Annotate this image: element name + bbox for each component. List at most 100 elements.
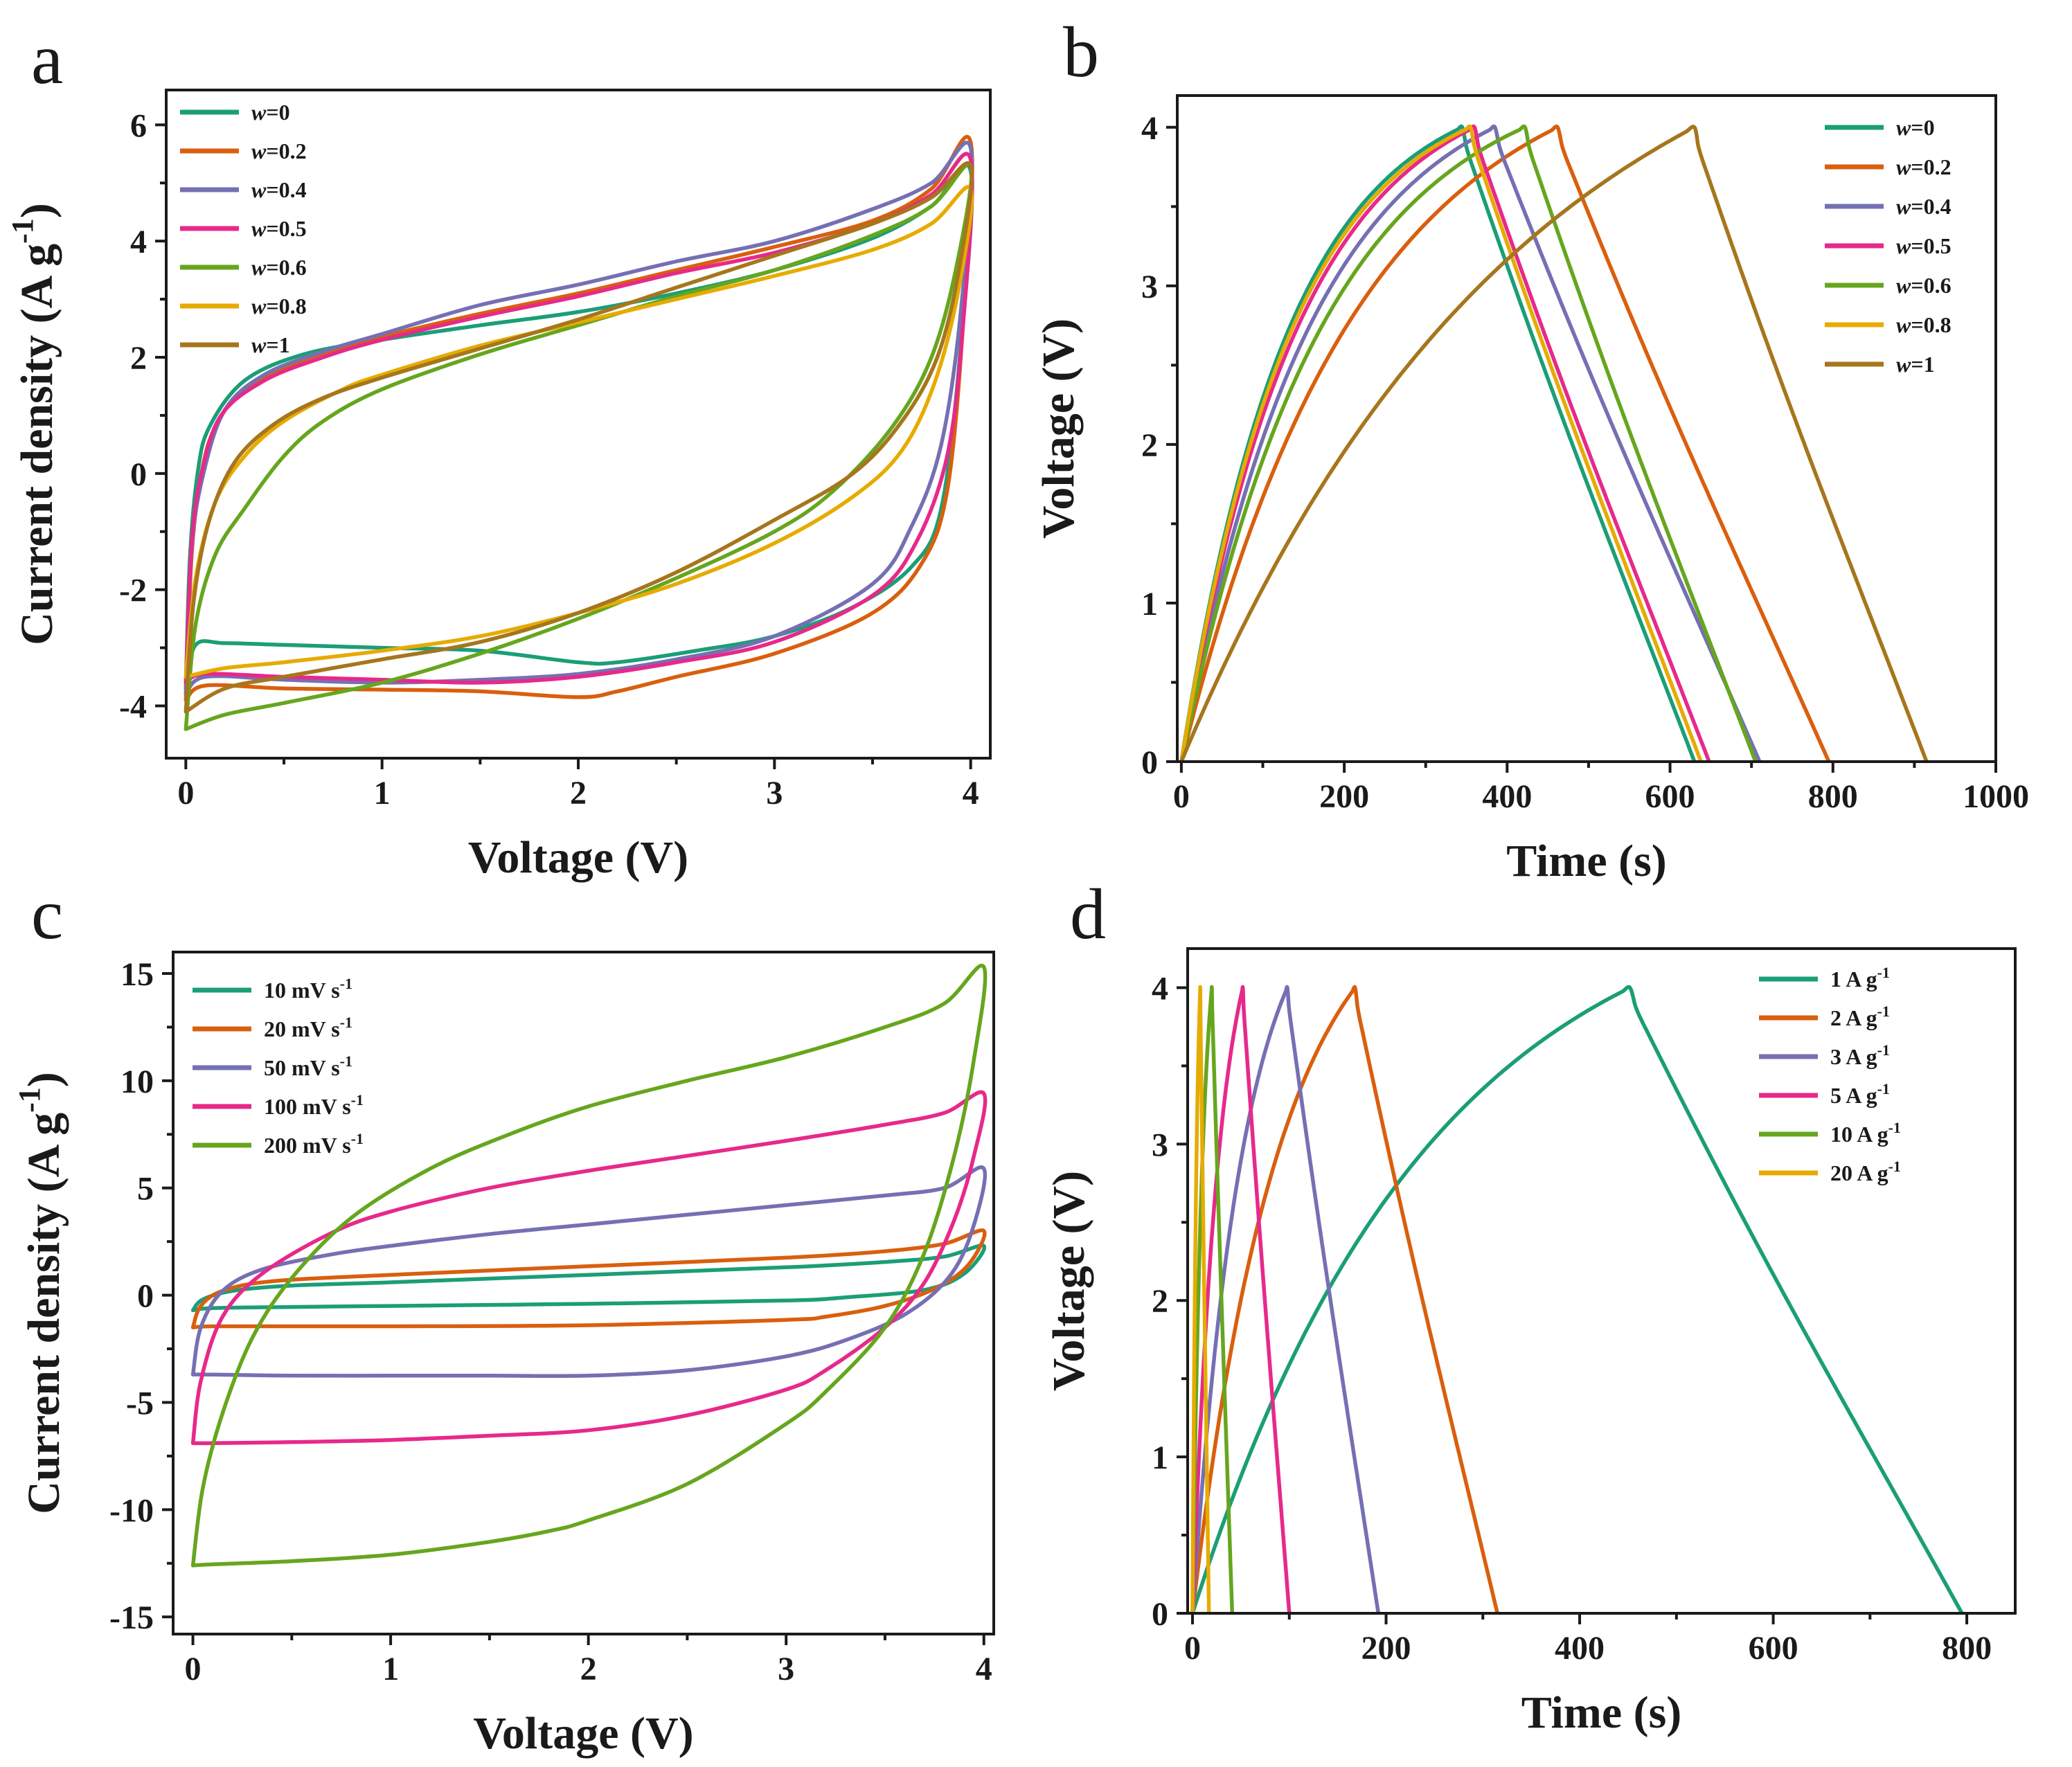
legend-label: w=0 [1896,115,1935,140]
x-tick-label: 0 [1184,1630,1201,1667]
legend-item: w=0.4 [1825,194,1952,219]
gcd-curve [1179,124,1697,762]
plot-area [1179,124,1929,762]
y-tick-label: 2 [1141,427,1158,464]
legend-item: 20 mV s-1 [193,1014,352,1041]
cv-curve [190,1090,988,1446]
x-tick-label: 600 [1645,778,1695,815]
legend-item: w=0.2 [1825,154,1952,179]
legend-label: w=0.2 [1896,154,1952,179]
legend-item: w=0.8 [1825,312,1952,337]
legend-item: 100 mV s-1 [193,1091,364,1119]
legend-item: w=1 [180,332,290,357]
legend-item: w=0.6 [180,255,307,280]
gcd-curve [1179,124,1831,762]
y-tick-label: 0 [137,1278,154,1315]
gcd-curve [1179,124,1703,762]
panel-a: a 0 1 2 3 4 -4 -2 0 2 4 6 Voltage (V) Current density… [6,19,992,883]
gcd-curve [1190,985,1381,1613]
panel-label: d [1070,874,1106,954]
x-tick-label: 1 [382,1651,399,1687]
cv-curve [190,1243,987,1313]
legend-item: 10 A g-1 [1759,1119,1901,1147]
x-tick-label: 4 [963,775,979,811]
y-tick-label: 0 [1141,744,1158,781]
legend-item: w=0.8 [180,294,307,319]
y-tick-label: -10 [109,1492,154,1529]
legend-label: 20 A g-1 [1830,1158,1901,1185]
gcd-curve [1190,985,1500,1613]
cv-curve [190,963,988,1568]
panel-c: c 0 1 2 3 4 -15 -10 -5 0 5 10 15 Voltage (V) Current d… [12,874,995,1759]
plot-area [184,134,974,731]
x-tick-label: 200 [1319,778,1369,815]
y-tick-label: 3 [1152,1127,1168,1163]
y-tick-label: 4 [130,224,147,260]
legend-label: 10 mV s-1 [264,975,352,1003]
y-tick-label: 4 [1141,110,1158,147]
y-axis-title: Voltage (V) [1044,1171,1094,1391]
gcd-curve [1179,124,1711,762]
cv-curve [184,161,974,714]
legend-label: w=0.6 [1896,273,1952,298]
legend-item: w=1 [1825,352,1935,377]
gcd-curve [1190,985,1235,1613]
legend-item: 200 mV s-1 [193,1130,364,1158]
y-tick-label: -2 [119,573,147,609]
y-axis-title: Current density (A g-1) [6,203,62,645]
legend-label: 2 A g-1 [1830,1003,1890,1030]
gcd-curve [1179,125,1929,762]
x-axis-title: Voltage (V) [468,832,688,883]
legend-label: 3 A g-1 [1830,1041,1890,1069]
x-tick-label: 600 [1749,1630,1798,1667]
x-tick-label: 2 [570,775,587,811]
x-axis-title: Time (s) [1506,836,1667,886]
y-tick-label: -4 [119,688,147,725]
x-tick-label: 1000 [1963,778,2029,815]
legend-item: 5 A g-1 [1759,1080,1890,1108]
plot-frame [1176,94,1997,763]
panel-label: c [31,874,63,954]
gcd-curve [1179,124,1758,762]
legend-label: w=1 [251,332,290,357]
legend-item: w=0.4 [180,177,307,202]
legend-item: w=0 [1825,115,1935,140]
legend-item: w=0.2 [180,138,307,163]
x-axis-title: Time (s) [1521,1687,1682,1738]
y-tick-label: -5 [126,1385,154,1421]
y-tick-label: 3 [1141,269,1158,305]
x-tick-label: 400 [1482,778,1532,815]
x-tick-label: 0 [177,775,194,811]
legend-label: w=0.5 [1896,233,1952,258]
y-tick-label: 2 [130,340,147,377]
legend-label: 10 A g-1 [1830,1119,1901,1147]
y-axis-title: Current density (A g-1) [12,1072,69,1514]
panel-b: b 0 200 400 600 800 1000 0 1 2 3 4 Time (s) Voltage (… [1033,12,2029,886]
legend: 1 A g-1 2 A g-1 3 A g-1 5 A g-1 10 A g-1 20 A… [1759,964,1901,1185]
plot-frame [172,951,995,1635]
y-tick-label: 15 [120,956,154,993]
y-tick-label: 6 [130,107,147,144]
cv-curve [190,1165,988,1379]
legend-label: 200 mV s-1 [264,1130,364,1158]
cv-curve [184,152,974,685]
legend-label: w=0.4 [1896,194,1952,219]
y-tick-label: 1 [1152,1439,1168,1476]
legend: w=0 w=0.2 w=0.4 w=0.5 w=0.6 w=0.8 w=1 [180,100,307,357]
y-tick-label: 10 [120,1064,154,1100]
legend-label: w=0 [251,100,290,125]
cv-curve [190,1228,987,1329]
y-axis-title: Voltage (V) [1033,319,1084,539]
x-tick-label: 0 [185,1651,202,1687]
legend-item: 20 A g-1 [1759,1158,1901,1185]
gcd-curve [1190,985,1211,1613]
cv-curve [184,141,974,697]
legend-item: 2 A g-1 [1759,1003,1890,1030]
legend-item: w=0.5 [1825,233,1952,258]
legend-label: w=0.2 [251,138,307,163]
legend-item: w=0.5 [180,216,307,241]
x-tick-label: 2 [580,1651,597,1687]
x-tick-label: 800 [1808,778,1858,815]
gcd-curve [1179,124,1762,762]
